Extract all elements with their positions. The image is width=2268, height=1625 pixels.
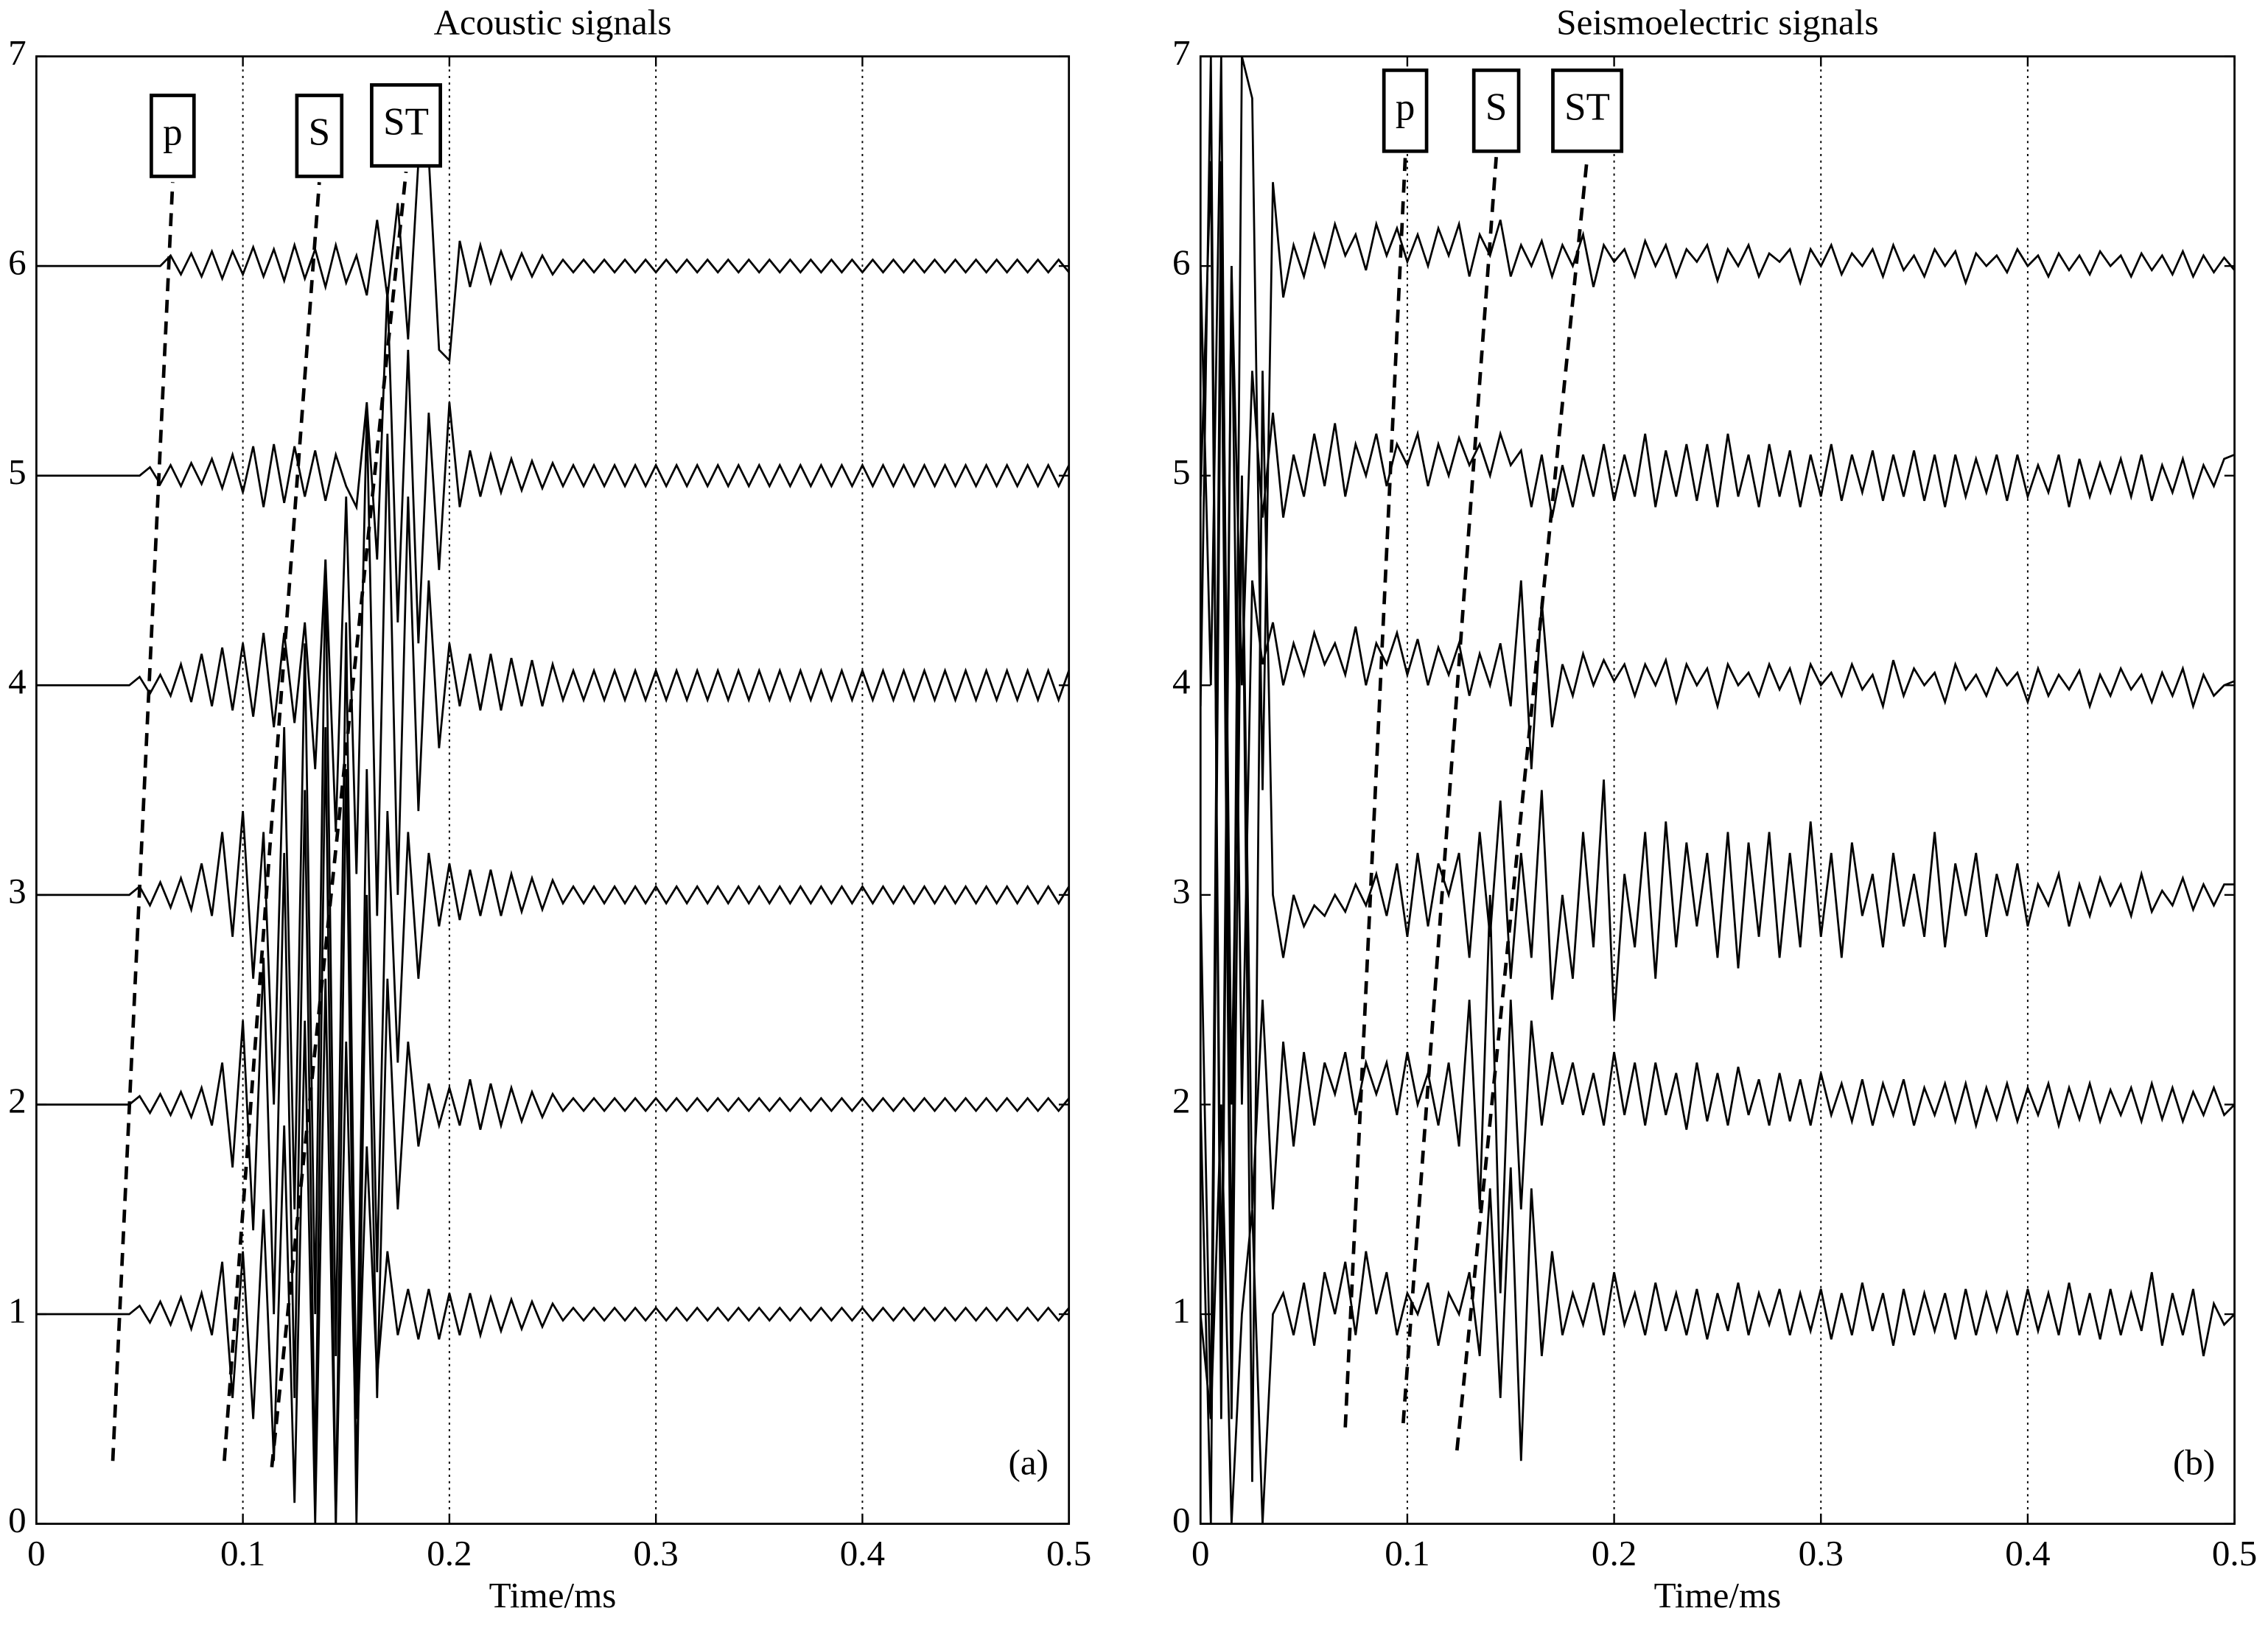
- trace: [1200, 161, 2235, 1315]
- trace: [1200, 56, 2235, 1419]
- y-tick-label: 3: [1172, 871, 1191, 911]
- x-tick-label: 0.1: [1385, 1533, 1429, 1573]
- y-tick-label: 7: [1172, 32, 1191, 73]
- trace: [1200, 1104, 2235, 1524]
- y-tick-label: 0: [1172, 1500, 1191, 1540]
- panel: Acoustic signals Time/ms 0 0.1 0.2 0.3 0.4 0.5 0…: [8, 2, 1091, 1615]
- panel: Seismoelectric signals Time/ms 0 0.1 0.2 0.3 0…: [1172, 2, 2257, 1615]
- y-tick-label: 5: [1172, 452, 1191, 492]
- x-tick-label: 0: [1191, 1533, 1210, 1573]
- x-axis-label: Time/ms: [1654, 1575, 1782, 1615]
- x-tick-label: 0.5: [2212, 1533, 2257, 1573]
- x-tick-label: 0.3: [633, 1533, 678, 1573]
- y-tick-label: 2: [1172, 1081, 1191, 1121]
- trace: [1200, 161, 2235, 1482]
- plot-area: [36, 155, 1069, 1524]
- arrival-line: [223, 182, 321, 1461]
- arrival-line: [1455, 156, 1589, 1451]
- annotation-label: ST: [1564, 85, 1610, 128]
- arrival-line: [1401, 156, 1498, 1424]
- trace: [1200, 56, 2235, 1315]
- trace: [36, 413, 1069, 916]
- y-tick-label: 4: [8, 661, 27, 702]
- annotation-label: p: [163, 111, 183, 154]
- annotation-label: S: [309, 111, 330, 154]
- annotation-label: p: [1396, 85, 1415, 128]
- y-tick-label: 1: [1172, 1290, 1191, 1330]
- y-tick-label: 6: [8, 242, 27, 282]
- x-tick-label: 0.5: [1046, 1533, 1091, 1573]
- x-axis-label: Time/ms: [489, 1575, 617, 1615]
- y-tick-label: 1: [8, 1290, 27, 1330]
- plot-area: [1200, 56, 2235, 1524]
- y-tick-label: 4: [1172, 661, 1191, 702]
- x-tick-label: 0.2: [427, 1533, 472, 1573]
- annotation-box: [370, 83, 443, 168]
- y-tick-label: 6: [1172, 242, 1191, 282]
- axes-frame: [1199, 55, 2236, 1525]
- y-tick-label: 3: [8, 871, 27, 911]
- arrival-line: [111, 182, 175, 1461]
- panel-label: (a): [1009, 1442, 1049, 1482]
- trace: [36, 978, 1069, 1524]
- x-tick-label: 0.4: [840, 1533, 885, 1573]
- chart-title: Seismoelectric signals: [1556, 2, 1878, 43]
- trace: [36, 559, 1069, 1419]
- x-tick-label: 0.2: [1592, 1533, 1637, 1573]
- arrival-line: [270, 171, 408, 1468]
- arrival-line: [1343, 157, 1407, 1428]
- annotation-label: ST: [383, 100, 429, 143]
- annotation-box: [1382, 69, 1429, 153]
- trace: [36, 727, 1069, 1524]
- x-tick-label: 0.3: [1799, 1533, 1844, 1573]
- y-tick-label: 7: [8, 32, 27, 73]
- chart-title: Acoustic signals: [434, 2, 672, 43]
- axes-frame: [35, 55, 1071, 1525]
- trace: [36, 287, 1069, 644]
- x-tick-label: 0.4: [2005, 1533, 2050, 1573]
- y-tick-label: 0: [8, 1500, 27, 1540]
- annotation-label: S: [1485, 85, 1507, 128]
- y-tick-label: 5: [8, 452, 27, 492]
- panel-label: (b): [2173, 1442, 2215, 1482]
- x-tick-label: 0.1: [220, 1533, 265, 1573]
- trace: [36, 155, 1069, 363]
- y-tick-label: 2: [8, 1081, 27, 1121]
- annotation-box: [150, 94, 196, 178]
- trace: [1200, 266, 2235, 1524]
- annotation-box: [1471, 69, 1521, 153]
- annotation-box: [295, 94, 344, 178]
- annotation-box: [1551, 69, 1624, 153]
- x-tick-label: 0: [27, 1533, 46, 1573]
